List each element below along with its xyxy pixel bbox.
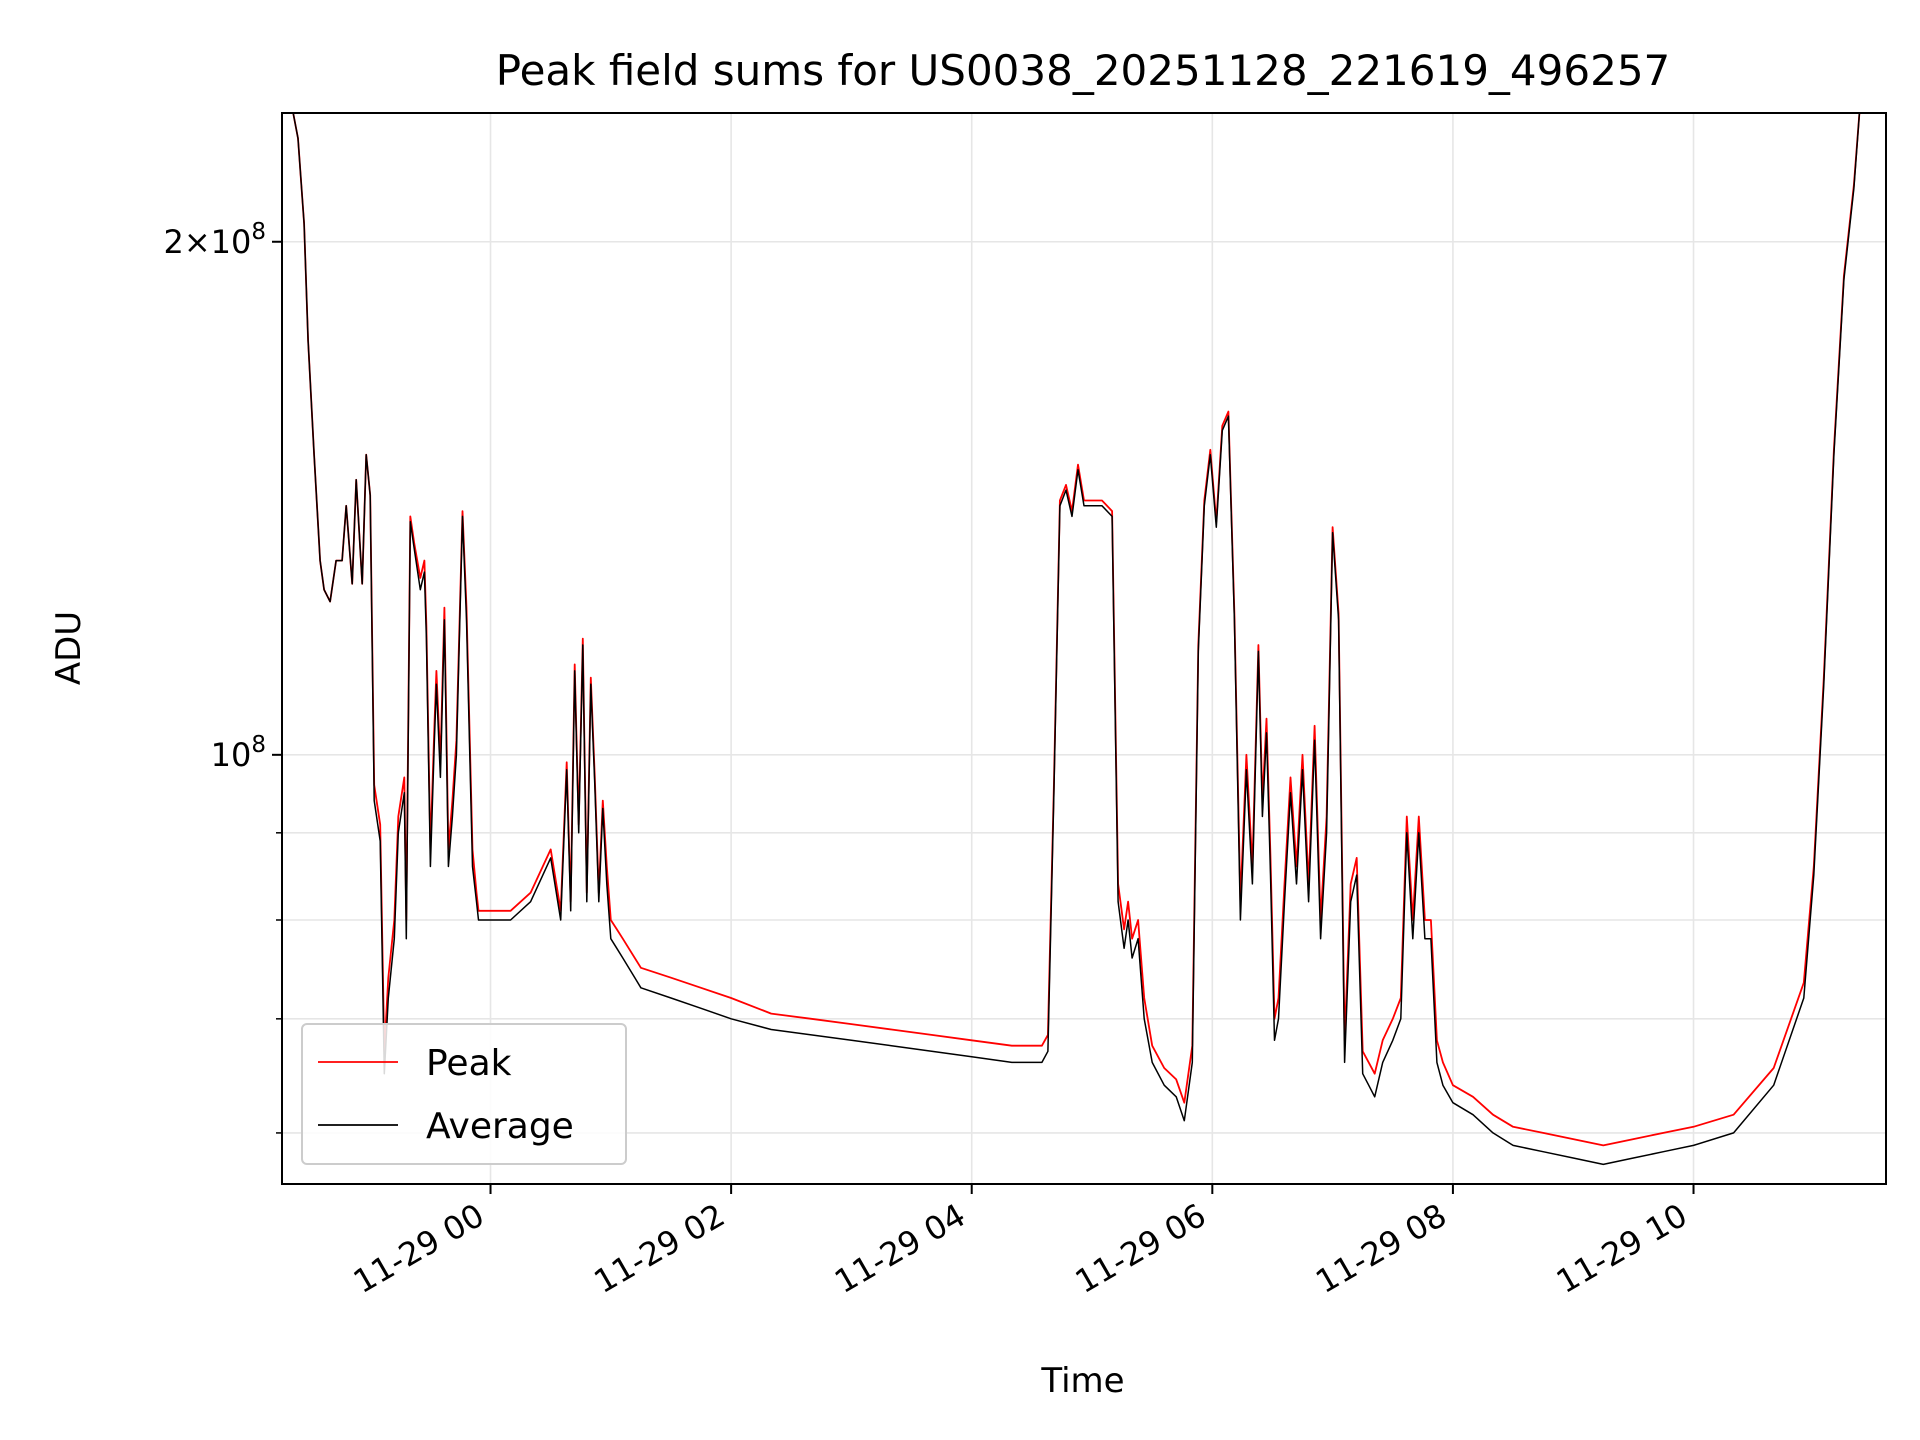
x-axis-label: Time <box>1040 1361 1124 1401</box>
y-tick-exponent: 8 <box>251 219 266 245</box>
legend-box <box>301 1023 627 1165</box>
y-axis-label: ADU <box>49 611 89 685</box>
y-tick-base: 10 <box>211 736 252 774</box>
chart-title: Peak field sums for US0038_20251128_2216… <box>496 46 1671 95</box>
legend-label: Peak <box>426 1043 512 1084</box>
legend: Peak Average <box>301 1023 627 1165</box>
y-tick-label: 108 <box>211 732 266 774</box>
series-layer <box>292 113 1861 1166</box>
y-tick-mantissa: 2 <box>163 223 183 261</box>
grid-lines <box>282 113 1886 1184</box>
plot-area <box>282 113 1886 1184</box>
y-tick-base: 10 <box>211 223 252 261</box>
y-tick-exponent: 8 <box>251 732 266 758</box>
series-line-average <box>292 113 1861 1166</box>
plot-frame <box>281 112 1887 1185</box>
y-tick-times: × <box>184 223 211 261</box>
legend-label: Average <box>426 1106 574 1147</box>
y-tick-label: 2×108 <box>163 219 266 261</box>
